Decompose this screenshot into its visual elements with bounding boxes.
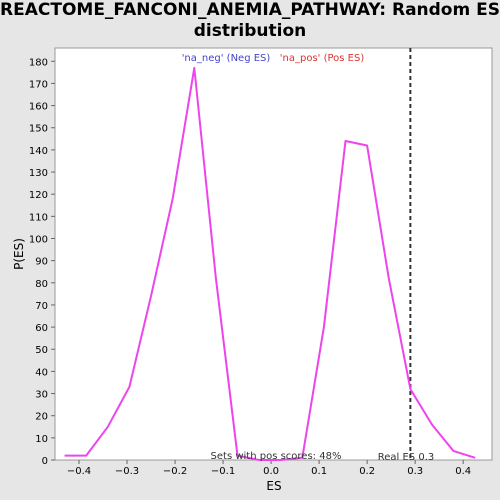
y-tick-label: 150 [29, 124, 48, 135]
x-tick-label: −0.3 [115, 466, 139, 477]
chart-title-line-1: REACTOME_FANCONI_ANEMIA_PATHWAY: Random … [0, 0, 500, 20]
legend-pos: 'na_pos' (Pos ES) [280, 53, 365, 64]
y-tick-label: 70 [35, 301, 48, 312]
x-tick-label: −0.1 [211, 466, 235, 477]
es-distribution-curve [64, 66, 476, 461]
y-tick-label: 10 [35, 434, 48, 445]
real-es-label: Real ES 0.3 [378, 452, 434, 463]
chart-title: REACTOME_FANCONI_ANEMIA_PATHWAY: Random … [0, 0, 500, 42]
x-tick-label: 0.1 [311, 466, 327, 477]
y-tick-label: 100 [29, 234, 48, 245]
y-tick-label: 110 [29, 212, 48, 223]
x-tick-label: 0.3 [407, 466, 423, 477]
y-tick-label: 90 [35, 257, 48, 268]
y-tick-label: 120 [29, 190, 48, 201]
y-tick-label: 30 [35, 390, 48, 401]
x-tick-label: −0.4 [67, 466, 91, 477]
x-tick-label: −0.2 [163, 466, 187, 477]
y-tick-label: 170 [29, 79, 48, 90]
y-axis: 0 10 20 30 40 50 60 70 80 90 100 110 120 130 140 150 160… [29, 57, 55, 467]
chart-title-line-2: distribution [193, 21, 307, 41]
y-tick-label: 130 [29, 168, 48, 179]
x-tick-label: 0.4 [455, 466, 471, 477]
y-tick-label: 180 [29, 57, 48, 68]
y-tick-label: 60 [35, 323, 48, 334]
y-tick-label: 160 [29, 102, 48, 113]
plot-area [54, 47, 493, 461]
y-axis-label: P(ES) [12, 238, 26, 270]
pos-scores-label: Sets with pos scores: 48% [211, 451, 342, 462]
y-tick-label: 80 [35, 279, 48, 290]
x-tick-label: 0.2 [359, 466, 375, 477]
y-tick-label: 0 [42, 456, 48, 467]
y-tick-label: 40 [35, 367, 48, 378]
x-axis-label: ES [266, 479, 281, 493]
x-tick-label: 0.0 [263, 466, 279, 477]
y-tick-label: 140 [29, 146, 48, 157]
y-tick-label: 20 [35, 412, 48, 423]
y-tick-label: 50 [35, 345, 48, 356]
legend-neg: 'na_neg' (Neg ES) [182, 53, 271, 64]
x-axis: −0.4 −0.3 −0.2 −0.1 0.0 0.1 0.2 0.3 0.4 [67, 460, 471, 477]
